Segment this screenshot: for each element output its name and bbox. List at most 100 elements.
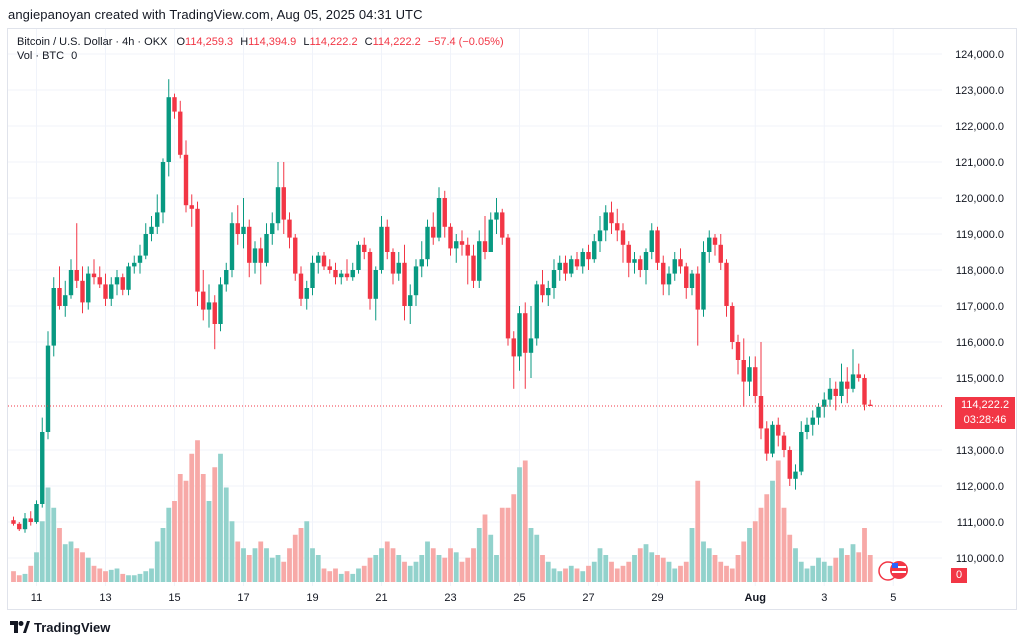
volume-bar xyxy=(413,561,419,582)
volume-bar xyxy=(430,548,436,582)
candle-body xyxy=(505,237,511,339)
x-tick-label: 21 xyxy=(375,592,387,604)
candle-body xyxy=(597,230,603,242)
y-tick-label: 116,000.0 xyxy=(956,337,1004,349)
volume-bar xyxy=(85,557,91,582)
candle-body xyxy=(45,345,51,432)
candle-body xyxy=(839,381,844,396)
open-value: 114,259.3 xyxy=(185,36,234,48)
x-tick-label: 25 xyxy=(513,592,525,604)
candle-body xyxy=(126,266,131,290)
volume-bar xyxy=(465,557,471,582)
y-axis[interactable]: 124,000.0 123,000.0 122,000.0 121,000.0 120,… xyxy=(955,49,1004,565)
volume-bar xyxy=(528,528,534,582)
volume-bar xyxy=(482,514,488,582)
candle-body xyxy=(132,262,137,267)
candle-body xyxy=(34,504,39,522)
volume-bar xyxy=(597,548,603,582)
chart-legend: Bitcoin / U.S. Dollar · 4h · OKX O114,25… xyxy=(17,34,504,50)
candle-body xyxy=(730,306,735,342)
volume-label[interactable]: Vol · BTC xyxy=(17,50,65,62)
us-flag-stripe xyxy=(892,566,906,568)
volume-bar xyxy=(758,507,764,582)
volume-bar xyxy=(459,561,465,582)
volume-bar xyxy=(614,568,620,582)
volume-bar xyxy=(787,534,793,582)
volume-bar xyxy=(137,573,143,582)
candle-body xyxy=(799,432,804,472)
y-tick-label: 119,000.0 xyxy=(956,229,1004,241)
candle-body xyxy=(804,424,810,432)
volume-bar xyxy=(672,568,678,582)
volume-bar xyxy=(402,561,407,582)
candle-body xyxy=(316,255,321,263)
volume-bar xyxy=(379,548,384,582)
volume-bar xyxy=(798,561,804,582)
candle-body xyxy=(649,230,654,252)
candle-body xyxy=(149,226,154,234)
high-value: 114,394.9 xyxy=(248,36,297,48)
volume-bar xyxy=(637,548,643,582)
volume-bar xyxy=(22,573,28,582)
candle-body xyxy=(402,262,407,306)
volume-bar xyxy=(764,494,770,582)
volume-bar xyxy=(57,528,62,582)
candle-body xyxy=(471,255,476,281)
volume-bar xyxy=(833,557,839,582)
volume-bar xyxy=(34,552,39,582)
volume-bar xyxy=(126,575,131,582)
volume-bar xyxy=(666,561,672,582)
volume-bar xyxy=(45,487,51,582)
event-flags[interactable] xyxy=(878,561,908,581)
volume-bar xyxy=(511,494,517,582)
candle-body xyxy=(822,399,827,407)
footer[interactable]: TradingView xyxy=(10,619,110,635)
candle-body xyxy=(747,367,752,382)
volume-bar xyxy=(321,568,327,582)
candle-body xyxy=(712,237,718,245)
candle-body xyxy=(845,381,850,389)
volume-bar xyxy=(603,555,609,582)
candle-body xyxy=(638,259,643,270)
volume-bar xyxy=(91,565,97,582)
volume-bar xyxy=(580,571,586,582)
x-axis[interactable]: 11 13 15 17 19 21 23 25 27 29 Aug 3 5 xyxy=(31,592,897,604)
candle-body xyxy=(408,295,413,306)
volume-bar xyxy=(310,548,315,582)
candle-body xyxy=(850,374,856,389)
x-tick-label: 11 xyxy=(31,592,42,604)
candle-body xyxy=(534,284,539,339)
volume-bar xyxy=(448,548,453,582)
legend-symbol[interactable]: Bitcoin / U.S. Dollar · 4h · OKX xyxy=(17,36,168,48)
candle-body xyxy=(413,266,419,296)
us-flag-stripe xyxy=(892,571,906,573)
volume-bar xyxy=(695,480,701,582)
x-tick-label: 5 xyxy=(890,592,896,604)
volume-bar xyxy=(62,544,68,582)
volume-bar xyxy=(264,548,269,582)
last-price-tag[interactable]: 114,222.2 03:28:46 xyxy=(955,397,1015,429)
candle-body xyxy=(511,338,516,357)
x-tick-label: 19 xyxy=(306,592,318,604)
volume-bar xyxy=(143,571,149,582)
candle-body xyxy=(229,223,235,270)
volume-bar xyxy=(16,575,22,582)
volume-value: 0 xyxy=(71,50,78,62)
volume-bar xyxy=(419,555,425,582)
candle-body xyxy=(753,367,758,396)
volume-bar xyxy=(735,555,741,582)
candle-body xyxy=(465,244,470,256)
candle-body xyxy=(310,262,315,288)
candle-body xyxy=(344,273,350,278)
candle-body xyxy=(206,302,212,310)
volume-bar xyxy=(51,507,57,582)
y-tick-label: 118,000.0 xyxy=(956,265,1004,277)
volume-bar xyxy=(488,534,494,582)
volume-bar xyxy=(223,487,229,582)
volume-bar xyxy=(540,555,545,582)
volume-bar xyxy=(356,568,361,582)
volume-bar xyxy=(499,507,505,582)
volume-bar xyxy=(275,555,281,582)
candle-layer xyxy=(11,79,873,533)
